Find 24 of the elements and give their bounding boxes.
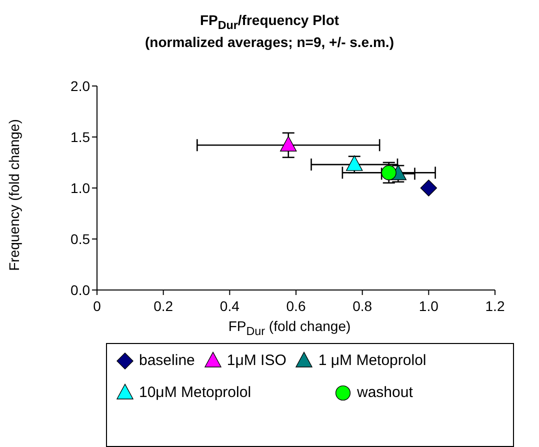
chart-title: FP$_{Dur}$/frequency Plot — [198, 12, 340, 34]
x-tick-label: 0 — [93, 298, 102, 314]
legend-label: 1 μM Metoprolol — [318, 352, 426, 368]
x-tick-label: 0.2 — [154, 298, 174, 314]
legend-label: 1μM ISO — [226, 352, 286, 368]
x-tick-label: 0.8 — [352, 298, 372, 314]
x-tick-label: 0.6 — [286, 298, 306, 314]
y-tick-label: 0.0 — [70, 282, 90, 298]
y-axis-title: Frequency (fold change) — [6, 119, 22, 271]
legend-label: washout — [357, 384, 413, 400]
x-axis-title: FP$_{Dur}$ (fold change) — [227, 318, 352, 338]
point — [280, 136, 297, 152]
y-tick-label: 1.0 — [70, 180, 90, 196]
y-tick-label: 1.5 — [70, 128, 90, 145]
point — [420, 180, 438, 196]
legend-label: 10μM Metoprolol — [139, 384, 252, 400]
y-tick-label: 0.5 — [70, 230, 90, 247]
x-tick-label: 1.2 — [485, 298, 505, 314]
legend-label: baseline — [139, 352, 195, 368]
x-tick-label: 0.4 — [220, 298, 240, 314]
point — [381, 165, 396, 180]
x-tick-label: 1.0 — [418, 298, 439, 314]
y-tick-label: 2.0 — [70, 78, 90, 94]
chart-subtitle: (normalized averages; n=9, +/- s.e.m.) — [144, 34, 395, 51]
